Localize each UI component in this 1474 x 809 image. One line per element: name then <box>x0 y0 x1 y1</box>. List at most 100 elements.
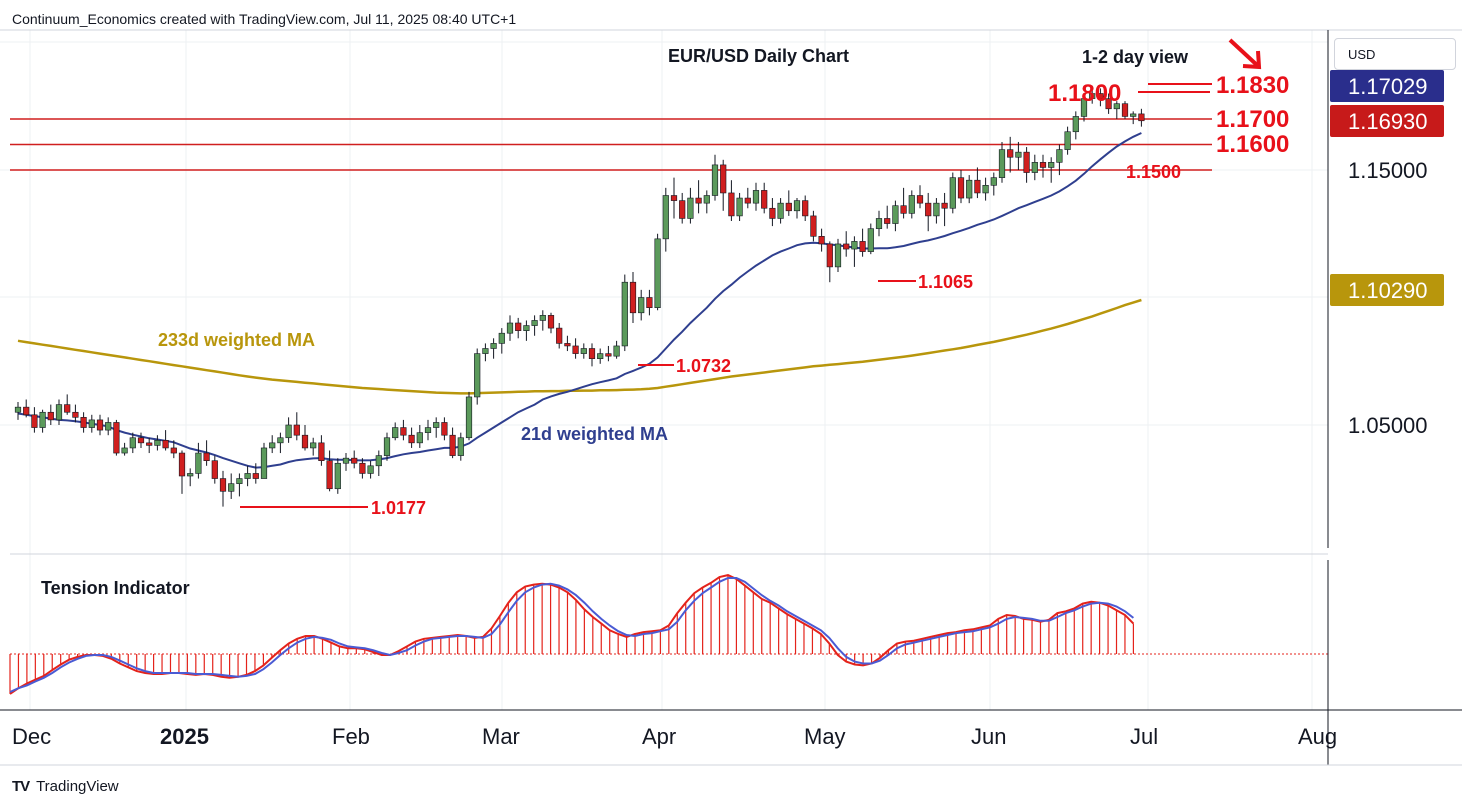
candle-body <box>916 195 924 204</box>
candle <box>687 187 694 224</box>
candle-body <box>867 228 874 252</box>
candle-body <box>588 348 596 359</box>
candle-body <box>269 442 276 449</box>
candle-body <box>342 457 350 464</box>
ma21-label: 21d weighted MA <box>521 424 668 444</box>
candle <box>916 185 924 209</box>
candle-body <box>662 195 669 240</box>
price-label-last-red-text: 1.16930 <box>1348 109 1428 134</box>
candle-body <box>580 348 587 354</box>
candle-body <box>761 190 768 209</box>
candle <box>998 141 1006 183</box>
candle-body <box>966 179 973 199</box>
candle-body <box>1080 98 1088 117</box>
candle <box>859 228 866 257</box>
candle <box>572 338 579 359</box>
ma21-line <box>17 132 1142 469</box>
candle-body <box>187 473 194 477</box>
candle <box>933 198 940 224</box>
candle <box>941 192 948 227</box>
candle-body <box>523 325 530 331</box>
candle <box>129 432 136 454</box>
candle <box>203 440 210 466</box>
candle <box>900 187 907 219</box>
candle <box>711 154 719 201</box>
candle-body <box>146 442 153 446</box>
candle-body <box>654 238 661 309</box>
candle <box>892 200 899 232</box>
candle <box>359 458 366 479</box>
candle <box>392 422 399 441</box>
x-tick-apr: Apr <box>642 724 676 749</box>
candle-body <box>1072 116 1079 133</box>
candle <box>14 402 22 420</box>
candle-body <box>408 434 415 444</box>
candle <box>523 320 530 341</box>
currency-selector[interactable]: USD <box>1334 38 1456 70</box>
candle-body <box>1138 113 1145 122</box>
candle-body <box>744 197 751 204</box>
candle <box>851 236 858 267</box>
candle <box>482 343 489 362</box>
candle <box>662 187 669 252</box>
candle-body <box>884 218 891 224</box>
candle-body <box>334 462 341 490</box>
price-label-last-navy: 1.17029 <box>1330 70 1444 102</box>
candle-body <box>88 419 95 428</box>
candle <box>1072 111 1079 140</box>
candle <box>170 440 177 459</box>
candle-body <box>178 452 186 477</box>
candle <box>703 190 710 214</box>
x-tick-2025: 2025 <box>160 724 209 749</box>
candle-body <box>490 343 497 349</box>
candle <box>195 442 202 479</box>
candle-body <box>925 202 932 217</box>
candle <box>843 231 850 257</box>
candle <box>465 391 473 441</box>
candle-body <box>1056 149 1063 163</box>
candle-body <box>720 164 727 194</box>
candle-body <box>769 207 776 219</box>
candle-body <box>670 195 678 201</box>
candle-body <box>211 460 218 479</box>
candle-body <box>96 419 104 431</box>
x-tick-may: May <box>804 724 846 749</box>
candle <box>580 343 587 359</box>
x-tick-jul: Jul <box>1130 724 1158 749</box>
candle-body <box>818 236 825 245</box>
candle <box>1130 111 1137 125</box>
candle-body <box>465 396 473 439</box>
candle-body <box>826 243 833 268</box>
price-label-last-red: 1.16930 <box>1330 105 1444 137</box>
footer-brand[interactable]: TV TradingView <box>12 778 119 795</box>
x-tick-mar: Mar <box>482 724 520 749</box>
candle-body <box>506 322 514 334</box>
candle-body <box>351 457 358 464</box>
candle-body <box>23 406 30 416</box>
candle <box>31 407 38 433</box>
candle <box>777 198 784 224</box>
candle-body <box>310 442 317 449</box>
candle <box>187 468 194 487</box>
candle <box>679 192 686 224</box>
candle-body <box>531 320 538 326</box>
candle <box>966 175 973 204</box>
candle <box>375 450 382 476</box>
candle-body <box>449 434 456 456</box>
candle <box>244 465 251 487</box>
candle <box>1031 154 1038 181</box>
candle <box>515 317 522 339</box>
candle <box>597 348 604 364</box>
candle-body <box>1048 162 1055 168</box>
tradingview-logo-icon: TV <box>12 778 30 795</box>
candle <box>1113 101 1120 119</box>
candle <box>1080 93 1088 122</box>
candle <box>162 430 169 451</box>
candle-body <box>260 447 268 479</box>
candle <box>1023 147 1030 183</box>
candle-body <box>629 281 637 314</box>
candle <box>908 190 915 219</box>
candle <box>752 182 760 211</box>
candle-body <box>1015 151 1022 158</box>
